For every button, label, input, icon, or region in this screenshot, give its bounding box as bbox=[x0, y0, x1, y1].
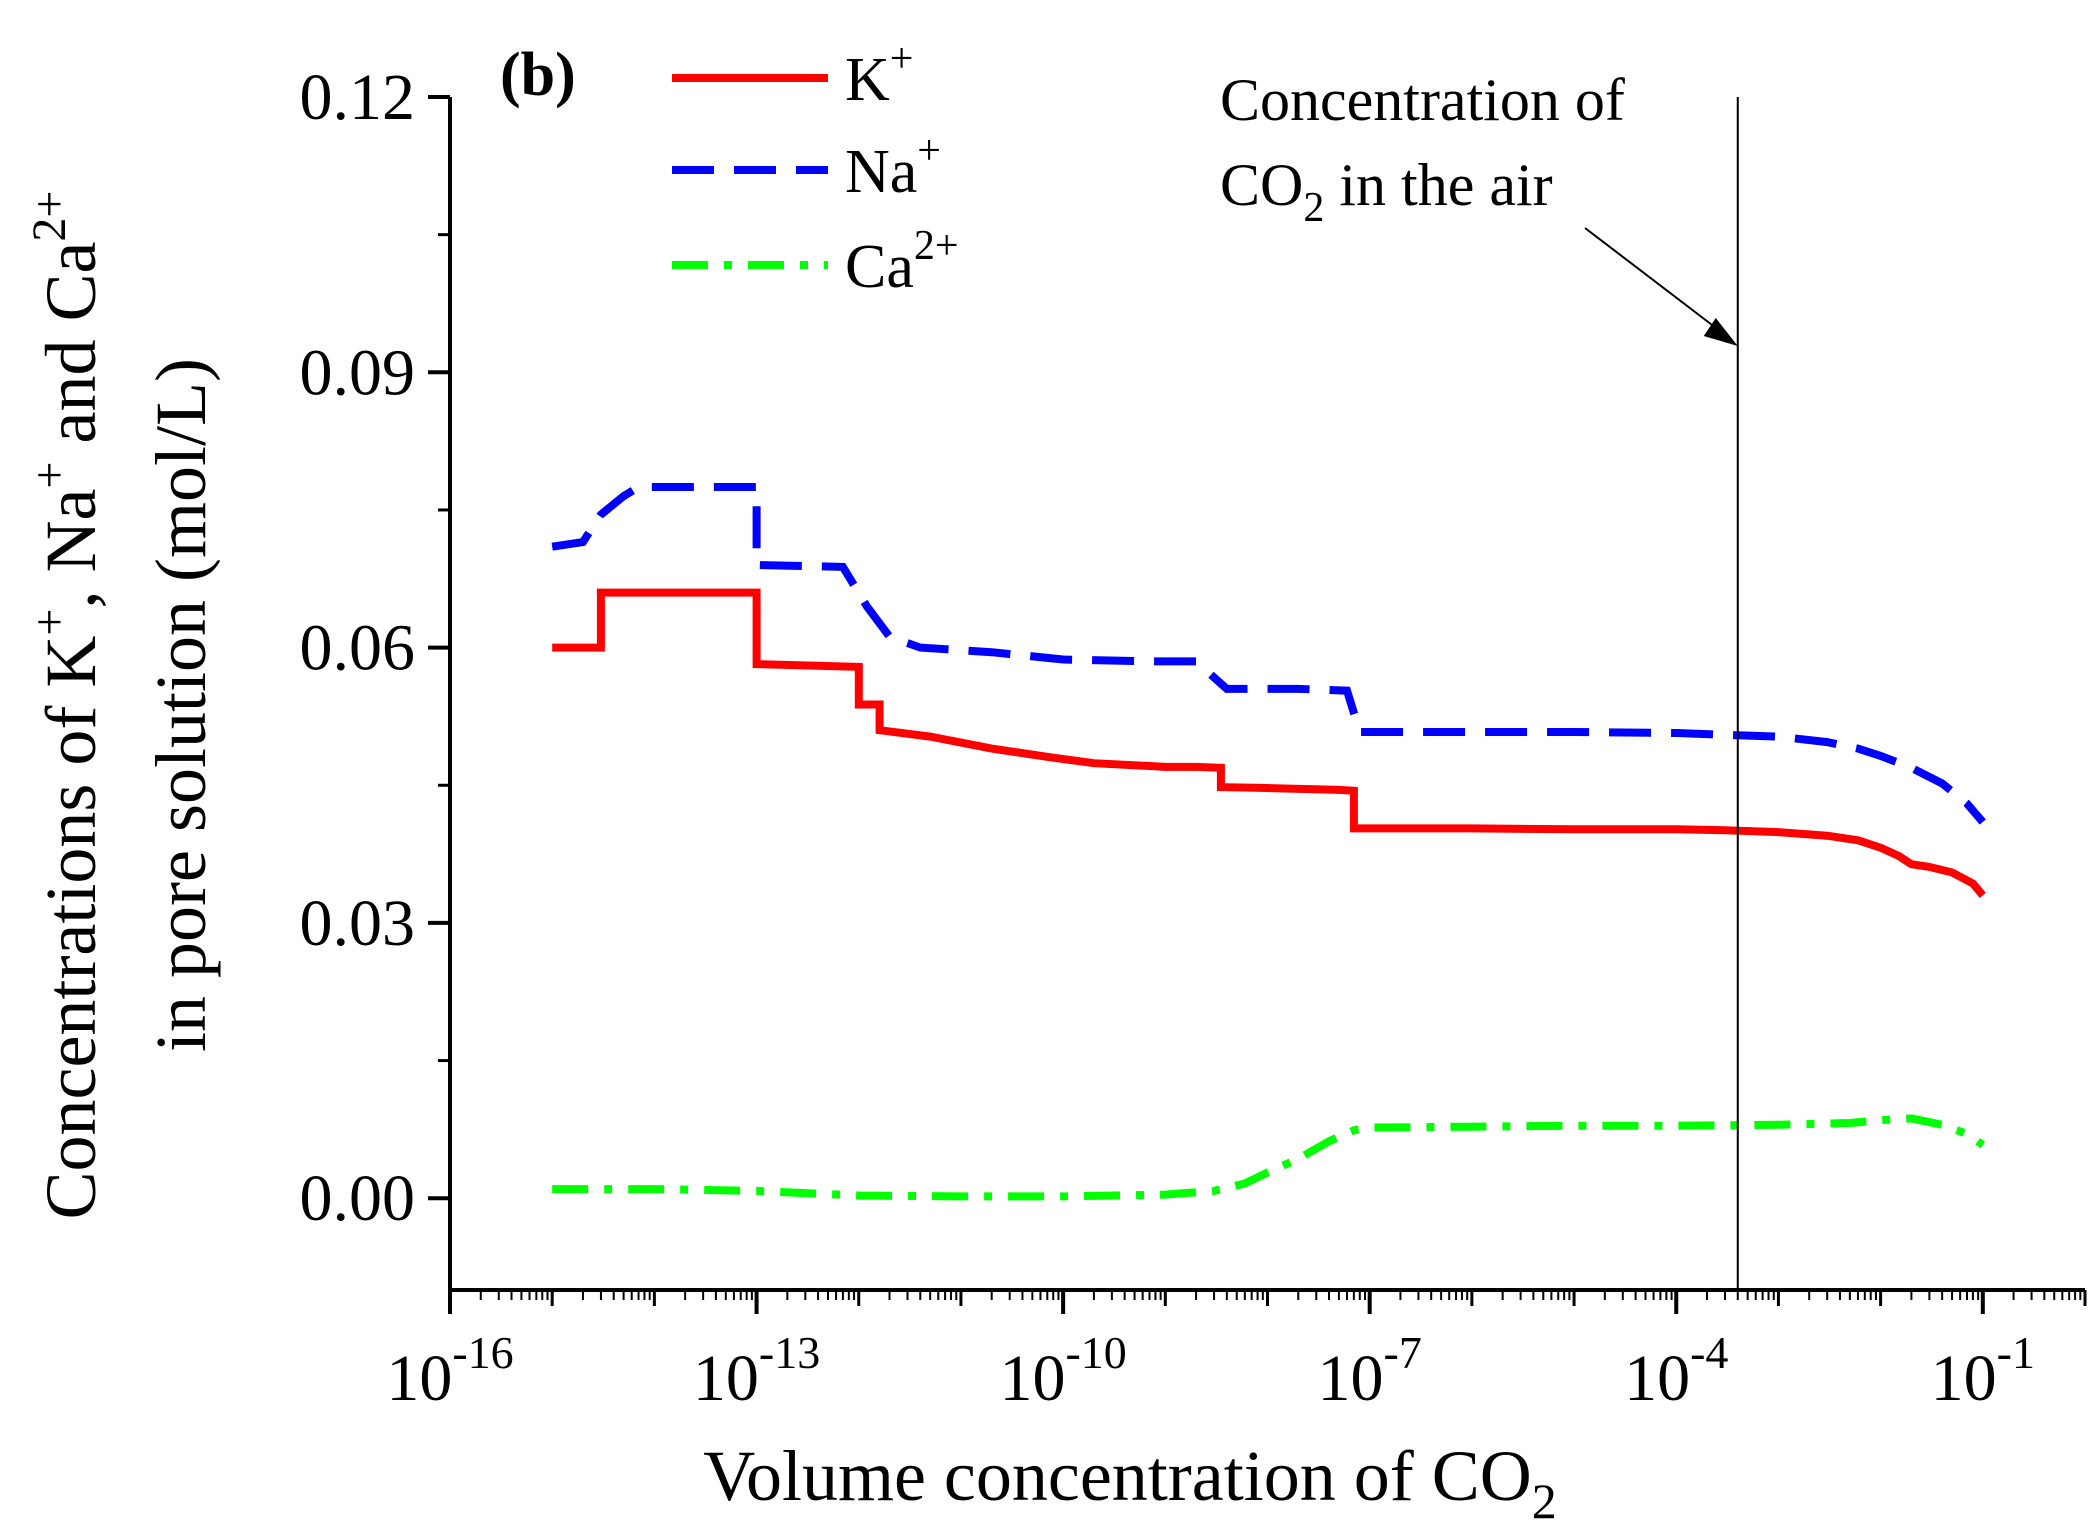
y-label-segment: and Ca bbox=[31, 242, 111, 462]
x-axis-label: Volume concentration of CO2 bbox=[703, 1436, 1557, 1529]
legend-sup: + bbox=[917, 128, 941, 174]
x-tick-base: 10 bbox=[1624, 1342, 1690, 1415]
annotation-arrow-shaft bbox=[1584, 227, 1733, 341]
y-label-segment: Concentrations of K bbox=[31, 636, 111, 1220]
x-tick-label: 10-13 bbox=[693, 1327, 820, 1415]
legend-name: Ca bbox=[845, 233, 914, 301]
x-tick-base: 10 bbox=[1931, 1342, 1997, 1415]
y-label-superscript: + bbox=[23, 462, 76, 489]
x-axis-label-main: Volume concentration of CO bbox=[703, 1436, 1532, 1516]
y-tick-label: 0.06 bbox=[300, 612, 416, 685]
legend-name: K bbox=[845, 46, 890, 114]
y-tick-label: 0.09 bbox=[300, 336, 416, 409]
y-axis: 0.00 0.03 0.06 0.09 0.12 bbox=[300, 61, 450, 1235]
x-tick-exponent: -16 bbox=[452, 1327, 513, 1378]
legend-name: Na bbox=[845, 138, 917, 206]
legend-sup: + bbox=[890, 36, 914, 82]
x-tick-exponent: -10 bbox=[1065, 1327, 1126, 1378]
x-axis-label-sub: 2 bbox=[1532, 1473, 1557, 1529]
reference-label-main: CO bbox=[1220, 152, 1303, 218]
y-tick-label: 0.00 bbox=[300, 1162, 416, 1235]
x-tick-label: 10-4 bbox=[1624, 1327, 1728, 1415]
annotation-arrow-head bbox=[1703, 318, 1738, 346]
legend: K+Na+Ca2+ bbox=[672, 36, 959, 301]
x-axis: 10-16 10-13 10-10 10-7 10-4 10-1 bbox=[386, 1290, 2087, 1415]
series-layer bbox=[551, 483, 1986, 1201]
reference-label-line1: Concentration of bbox=[1220, 67, 1625, 133]
series-line-k bbox=[552, 588, 1986, 898]
reference-layer: Concentration of CO2 in the air bbox=[1220, 67, 1739, 1290]
x-tick-base: 10 bbox=[999, 1342, 1065, 1415]
panel-label: (b) bbox=[500, 41, 576, 109]
x-tick-base: 10 bbox=[386, 1342, 452, 1415]
series-line-na bbox=[551, 483, 1986, 825]
x-tick-exponent: -1 bbox=[1997, 1327, 2035, 1378]
legend-label-na: Na+ bbox=[845, 128, 941, 206]
legend-sup: 2+ bbox=[914, 223, 959, 269]
x-tick-base: 10 bbox=[1318, 1342, 1384, 1415]
x-tick-base: 10 bbox=[693, 1342, 759, 1415]
legend-label-ca: Ca2+ bbox=[845, 223, 959, 301]
x-tick-label: 10-1 bbox=[1931, 1327, 2035, 1415]
y-label-superscript: 2+ bbox=[23, 191, 76, 242]
y-label-segment: , Na bbox=[31, 489, 111, 609]
x-tick-label: 10-7 bbox=[1318, 1327, 1422, 1415]
y-label-superscript: + bbox=[23, 609, 76, 636]
y-tick-label: 0.12 bbox=[300, 61, 416, 134]
x-tick-exponent: -4 bbox=[1690, 1327, 1728, 1378]
reference-label-sub: 2 bbox=[1303, 185, 1324, 231]
y-axis-label-line2: in pore solution (mol/L) bbox=[141, 358, 221, 1052]
x-tick-label: 10-16 bbox=[386, 1327, 513, 1415]
x-tick-label: 10-10 bbox=[999, 1327, 1126, 1415]
x-tick-exponent: -13 bbox=[759, 1327, 820, 1378]
reference-label-rest: in the air bbox=[1324, 152, 1552, 218]
legend-label-k: K+ bbox=[845, 36, 913, 114]
x-tick-exponent: -7 bbox=[1384, 1327, 1422, 1378]
y-axis-label-line1: Concentrations of K+, Na+ and Ca2+ bbox=[23, 191, 111, 1220]
series-line-ca bbox=[552, 1114, 1986, 1201]
y-tick-label: 0.03 bbox=[300, 887, 416, 960]
plot-frame bbox=[448, 97, 2085, 1292]
reference-label-line2: CO2 in the air bbox=[1220, 152, 1553, 231]
